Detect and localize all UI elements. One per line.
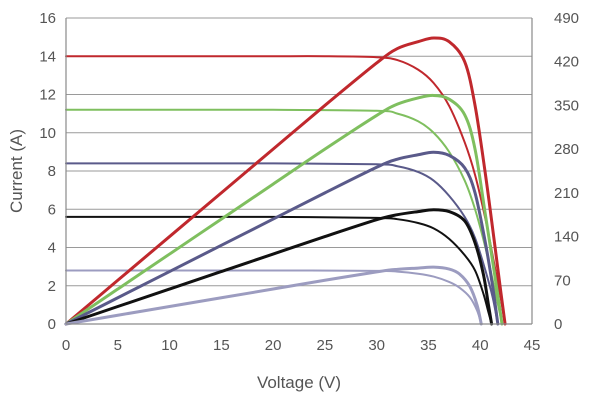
y2-tick-label: 0 (554, 316, 562, 333)
x-tick-label: 25 (317, 337, 334, 354)
y2-tick-label: 210 (554, 185, 579, 202)
y-tick-label: 16 (39, 10, 56, 27)
x-tick-label: 45 (524, 337, 541, 354)
y2-tick-label: 140 (554, 229, 579, 246)
right-y-tick-labels: 0 70 140 210 280 350 420 490 (554, 10, 579, 333)
y-tick-label: 6 (48, 201, 56, 218)
y-axis-label: Current (A) (7, 129, 26, 213)
y-tick-label: 2 (48, 278, 56, 295)
x-tick-label: 20 (265, 337, 282, 354)
power-curve (64, 93, 504, 326)
y2-tick-label: 420 (554, 54, 579, 71)
y-tick-label: 10 (39, 125, 56, 142)
y2-tick-label: 350 (554, 97, 579, 114)
current-curve (65, 269, 483, 325)
y2-tick-label: 70 (554, 272, 571, 289)
y-tick-label: 0 (48, 316, 56, 333)
power-curve (64, 150, 500, 326)
x-tick-label: 10 (161, 337, 178, 354)
x-axis-label: Voltage (V) (257, 373, 341, 392)
x-tick-label: 30 (368, 337, 385, 354)
axes (65, 18, 533, 325)
x-tick-label: 5 (114, 337, 122, 354)
left-y-tick-labels: 0 2 4 6 8 10 12 14 16 (39, 10, 56, 333)
x-tick-label: 0 (62, 337, 70, 354)
x-tick-label: 40 (472, 337, 489, 354)
y-tick-label: 8 (48, 163, 56, 180)
power-curve (64, 208, 494, 326)
y-tick-label: 12 (39, 87, 56, 104)
x-tick-label: 15 (213, 337, 230, 354)
power-curve (64, 265, 483, 326)
x-tick-labels: 0 5 10 15 20 25 30 35 40 45 (62, 337, 541, 354)
current-curve (65, 162, 499, 325)
y-tick-label: 14 (39, 48, 56, 65)
power-curve (64, 36, 507, 326)
current-curve (65, 215, 493, 325)
series-lines (64, 36, 507, 326)
x-tick-label: 35 (420, 337, 437, 354)
y2-tick-label: 280 (554, 141, 579, 158)
y2-tick-label: 490 (554, 10, 579, 27)
y-tick-label: 4 (48, 240, 56, 257)
